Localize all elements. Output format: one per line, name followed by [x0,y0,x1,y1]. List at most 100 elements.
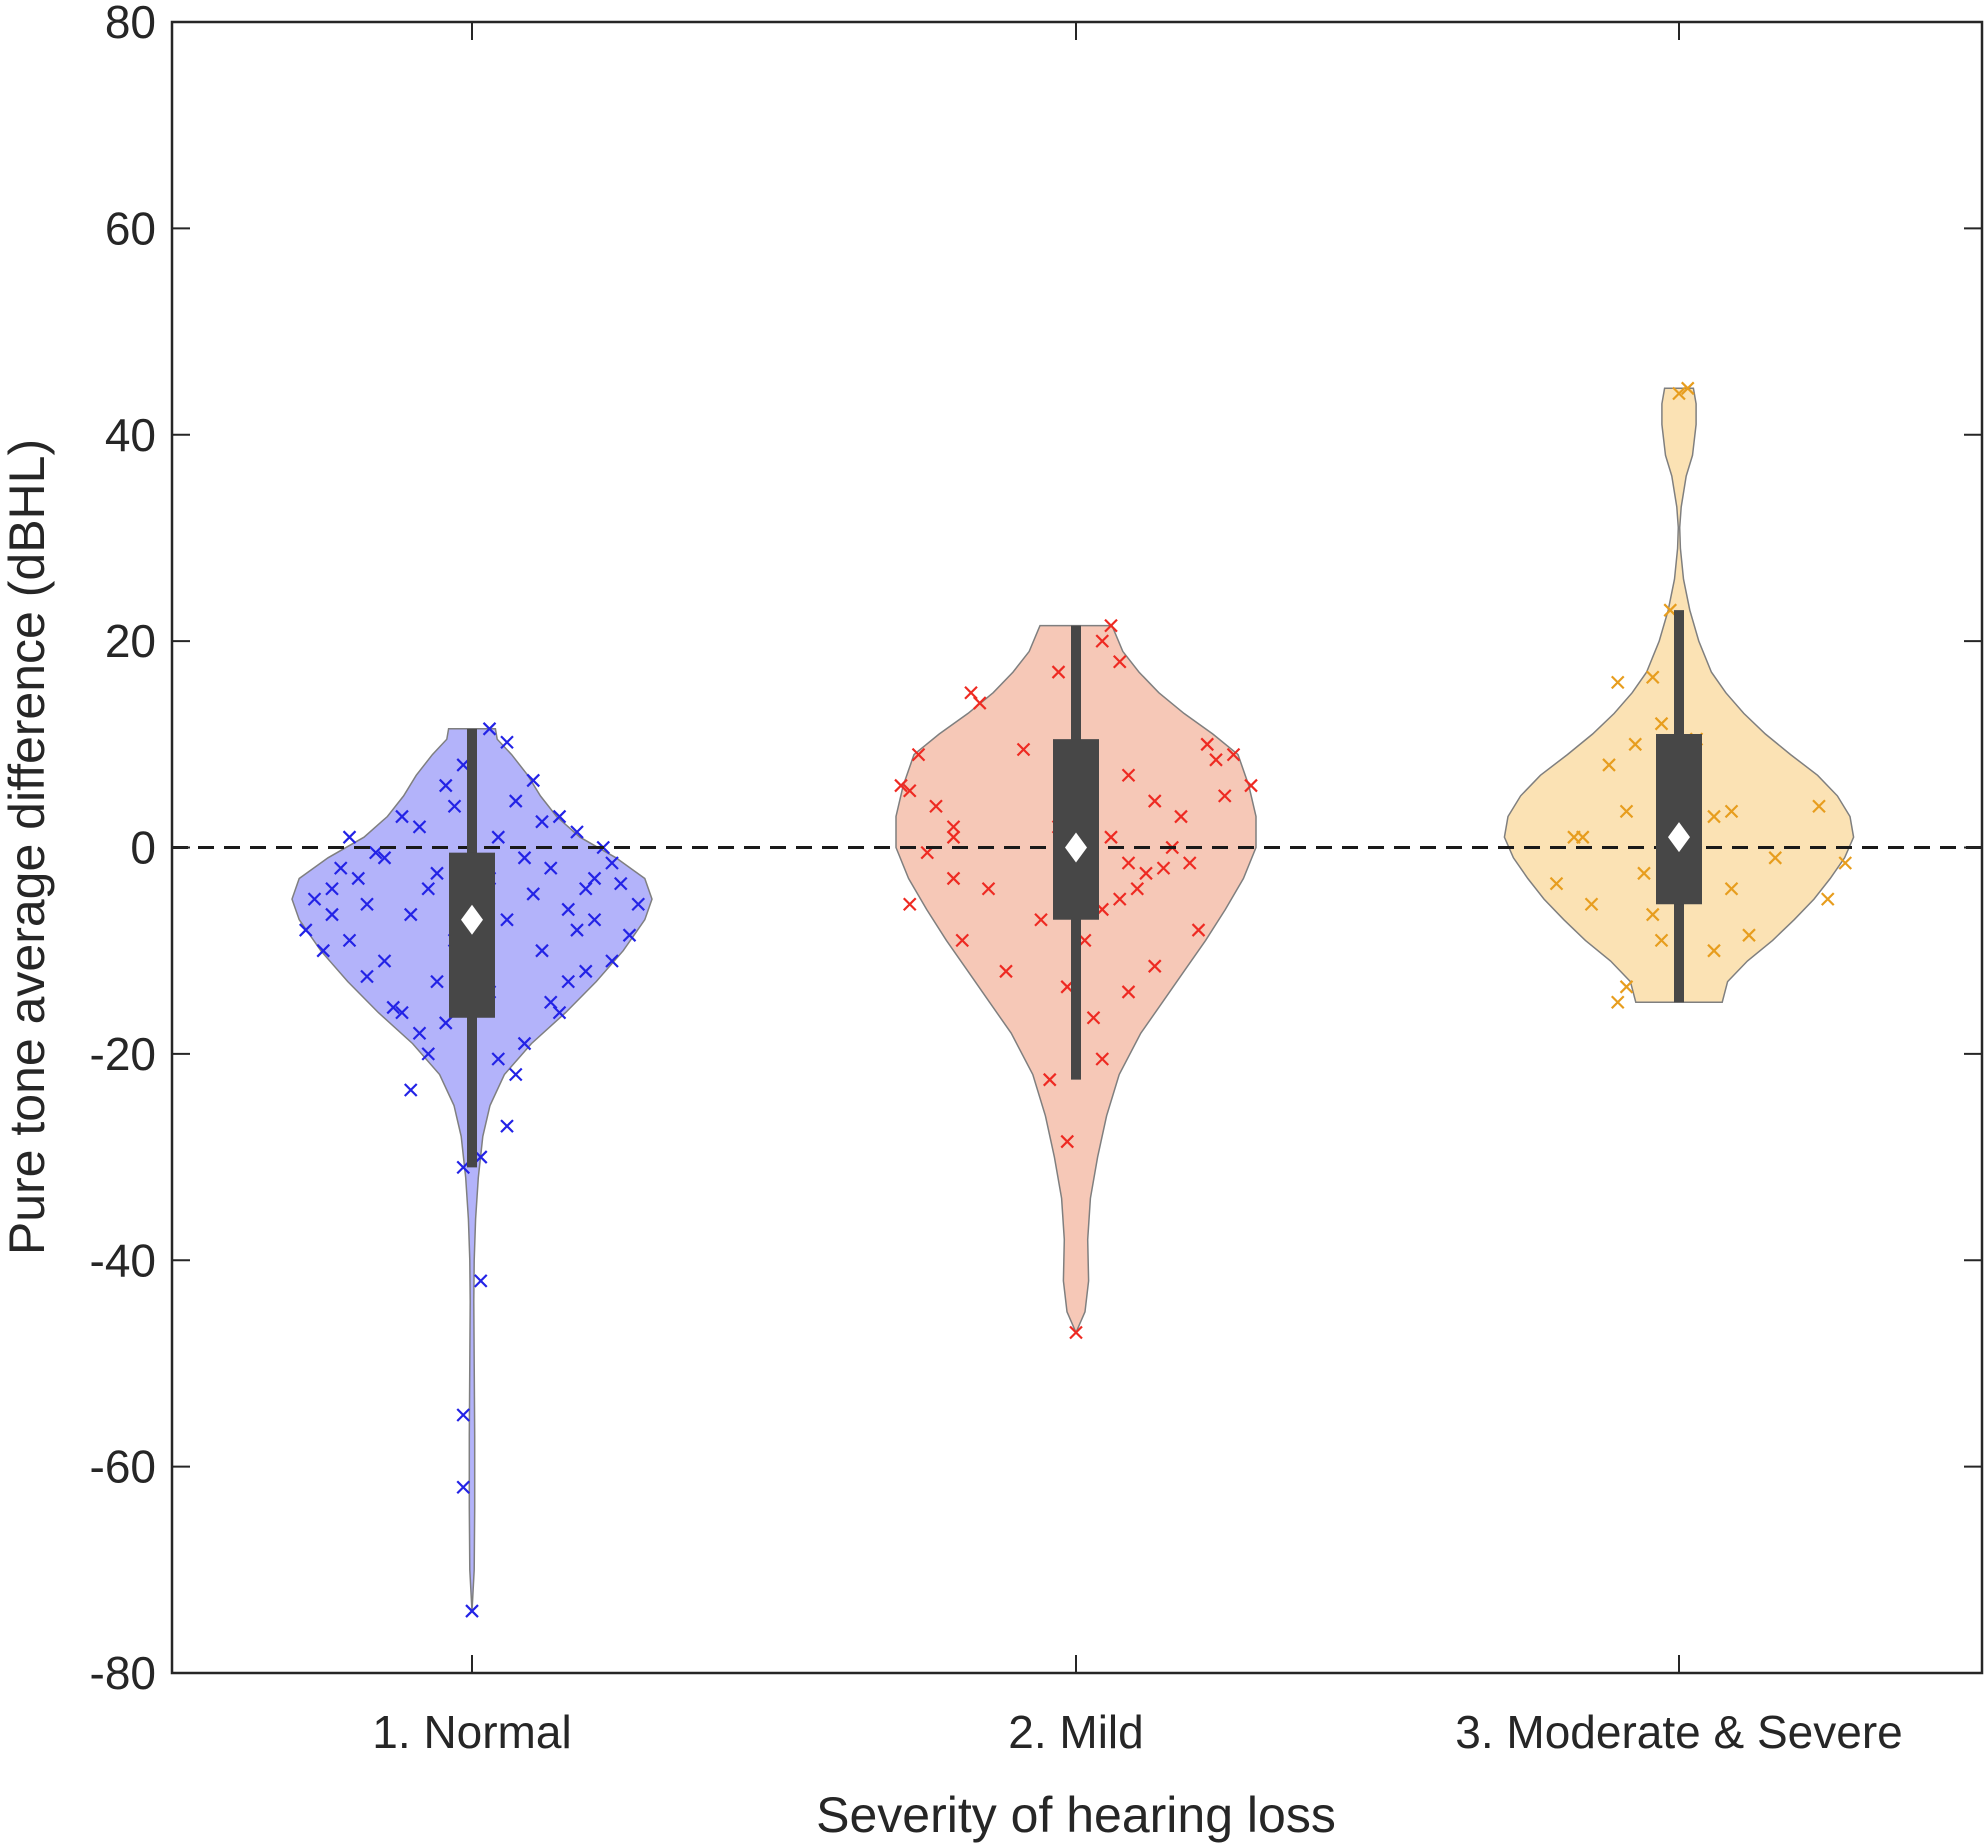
data-point [1584,897,1599,912]
data-point [1104,830,1118,844]
data-point [412,1026,427,1041]
data-point [561,902,576,917]
data-point [1042,1072,1057,1087]
data-point [570,825,584,839]
data-point [946,871,961,886]
data-point [613,876,628,891]
data-point [543,861,558,875]
data-point [1112,654,1127,669]
x-axis-label: Severity of hearing loss [816,1787,1336,1843]
data-point [342,830,357,844]
data-point [578,964,593,979]
y-tick-label: 0 [130,822,156,874]
data-point [500,1119,514,1133]
data-point [1086,1010,1101,1025]
data-point [342,933,357,948]
data-point [456,1408,471,1422]
y-tick-label: 80 [105,0,156,48]
data-point [386,1000,401,1015]
data-point [1610,675,1625,690]
data-point [1226,747,1241,762]
data-point [1724,804,1739,819]
mean-marker-3 [1668,822,1690,853]
data-point [421,881,436,896]
y-tick-label: -60 [90,1441,156,1493]
data-point [1619,980,1634,994]
data-point [526,773,541,788]
data-point [894,778,908,793]
data-point [1654,716,1669,731]
data-point [438,778,453,793]
data-point [578,881,593,896]
data-point [438,1016,453,1030]
data-point [622,928,637,942]
data-point [1121,768,1136,783]
data-point [1672,386,1686,401]
mean-marker-1 [461,904,483,935]
data-point [1654,933,1669,948]
data-point [500,912,514,927]
data-point [902,897,917,912]
data-point [946,830,961,844]
data-point [482,722,497,736]
box-1 [449,852,495,1018]
data-point [1812,799,1826,814]
data-point [1645,670,1660,685]
data-point [430,866,444,881]
data-point [535,943,549,958]
data-point [1112,892,1127,906]
data-point [981,881,996,896]
y-tick-label: 60 [105,202,156,254]
data-point [1217,789,1232,803]
y-axis-label: Pure tone average difference (dBHL) [0,439,55,1255]
data-point [377,954,392,968]
data-point [1209,753,1223,767]
data-point [430,974,444,989]
data-point [1121,985,1136,999]
data-point [1820,892,1835,906]
x-category-label: 1. Normal [372,1706,571,1758]
x-ticks: 1. Normal 2. Mild 3. Moderate & Severe [372,22,1903,1758]
box-2 [1053,739,1099,920]
data-point [1156,861,1171,875]
y-tick-label: 40 [105,409,156,461]
data-point [561,974,576,989]
data-point [552,809,567,824]
data-point [1742,928,1756,942]
data-point [316,943,331,958]
data-point [535,814,549,829]
data-point [298,923,313,937]
data-point [1051,665,1066,679]
data-point [1182,856,1197,870]
data-point [403,1083,418,1097]
data-point [1147,959,1162,973]
data-point [395,809,409,824]
data-point [605,856,619,870]
data-point [929,799,943,814]
data-point [1147,794,1162,808]
data-point [517,1036,532,1051]
data-point [570,923,584,937]
data-point [543,995,558,1010]
data-point [1095,1052,1110,1066]
data-point [360,897,374,912]
data-point [491,1052,506,1066]
data-point [1130,881,1145,896]
data-point [1645,907,1660,922]
data-point [500,735,514,750]
x-category-label: 3. Moderate & Severe [1455,1706,1902,1758]
mean-marker-2 [1065,832,1087,863]
data-point [1838,856,1853,870]
data-point [1139,866,1153,881]
data-point [421,1047,436,1061]
data-point [1060,1134,1075,1149]
data-point [902,783,917,798]
data-point [1707,943,1721,958]
data-point [1724,881,1739,896]
data-point [999,964,1013,979]
data-point [964,685,978,700]
data-point [1610,995,1625,1010]
data-point [508,1067,523,1082]
data-point [508,794,523,808]
data-point [1619,804,1634,819]
